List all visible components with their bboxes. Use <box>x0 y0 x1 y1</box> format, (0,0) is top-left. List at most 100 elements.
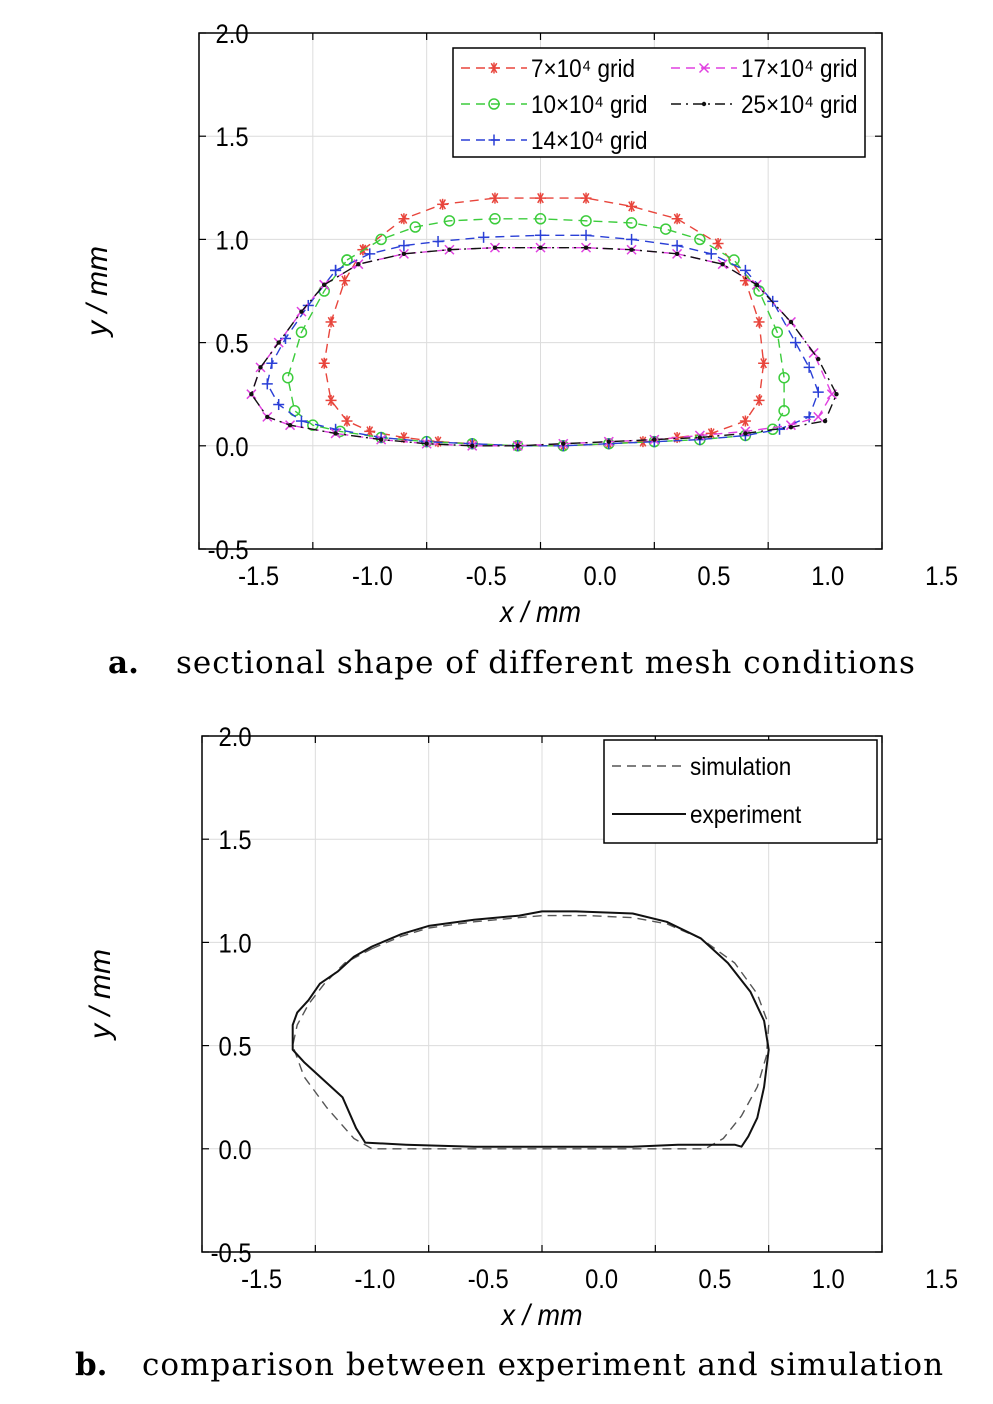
x-tick-label: -1.5 <box>241 1265 282 1295</box>
panel-a-x-tick-labels: -1.5 -1.0 -0.5 0.0 0.5 1.0 1.5 <box>238 562 958 592</box>
y-tick-label: 0.0 <box>216 432 249 462</box>
marker-stroke <box>813 411 824 422</box>
marker-circle <box>659 223 672 235</box>
marker-asterisk <box>318 357 330 369</box>
marker-asterisk <box>341 415 353 427</box>
marker-dot <box>822 418 828 424</box>
marker-plus <box>302 299 314 311</box>
panel-b-tick-marks <box>201 735 883 1253</box>
marker-asterisk <box>325 394 337 406</box>
marker-dot <box>378 437 384 442</box>
marker-dot <box>333 431 338 436</box>
marker-dot <box>424 441 429 446</box>
marker-plus <box>432 235 444 247</box>
y-tick-label: 1.0 <box>219 929 252 959</box>
y-tick-label: -0.5 <box>211 1239 252 1269</box>
marker-dot <box>606 439 611 444</box>
x-tick-label: 0.0 <box>585 1265 618 1295</box>
panel-a-tick-marks <box>198 32 883 550</box>
x-tick-label: -0.5 <box>466 562 507 592</box>
marker-asterisk <box>712 238 724 250</box>
marker-cross <box>813 411 824 422</box>
marker-plus <box>803 361 815 373</box>
series-line-2 <box>291 910 770 1148</box>
marker-dot <box>265 414 270 420</box>
panel-b-y-tick-labels: -0.5 0.0 0.5 1.0 1.5 2.0 <box>211 723 252 1269</box>
panel-a: -1.5 -1.0 -0.5 0.0 0.5 1.0 1.5 -0.5 0.0 … <box>81 20 958 630</box>
x-tick-label: 1.0 <box>812 1265 845 1295</box>
marker-dot <box>276 340 281 345</box>
marker-dot <box>788 425 794 430</box>
marker-dot <box>401 251 407 257</box>
marker-plus <box>478 231 490 243</box>
marker-dot <box>258 365 263 370</box>
x-tick-label: 1.5 <box>925 562 958 592</box>
panel-b-x-axis-label: x / mm <box>500 1299 583 1333</box>
legend-entry-label: 7×10⁴ grid <box>531 55 635 83</box>
panel-b-legend: simulation experiment <box>603 739 878 844</box>
marker-asterisk <box>398 213 410 225</box>
marker-dot <box>652 437 657 442</box>
marker-dot <box>356 261 361 267</box>
caption-a-letter: a. <box>108 645 139 681</box>
marker-plus <box>295 415 307 427</box>
panel-a-series <box>246 192 839 452</box>
legend-entry-label: 25×10⁴ grid <box>741 91 858 119</box>
marker-circle <box>625 217 638 229</box>
panel-a-y-tick-labels: -0.5 0.0 0.5 1.0 1.5 2.0 <box>208 20 249 566</box>
marker-plus <box>626 233 638 245</box>
x-tick-label: -1.0 <box>354 1265 395 1295</box>
marker-dot <box>470 443 475 448</box>
x-tick-label: 0.5 <box>697 562 730 592</box>
marker-asterisk <box>437 198 449 210</box>
marker-cross <box>698 62 710 74</box>
marker-dot <box>674 251 680 257</box>
marker-circle <box>778 404 790 417</box>
marker-stroke <box>698 62 710 74</box>
marker-plus <box>261 378 273 390</box>
series-line-5 <box>250 246 838 447</box>
marker-circle <box>489 213 501 225</box>
marker-plus <box>580 229 592 241</box>
series-markers-5 <box>249 245 839 448</box>
series-line-2 <box>287 218 785 447</box>
series-line-1 <box>292 914 770 1150</box>
marker-plus <box>398 240 410 252</box>
marker-plus <box>705 248 717 260</box>
x-tick-label: -1.5 <box>238 562 279 592</box>
caption-a-text: sectional shape of different mesh condit… <box>176 645 916 681</box>
marker-dot <box>697 435 703 440</box>
legend-entry-label: 10×10⁴ grid <box>531 91 648 119</box>
panel-a-x-axis-label: x / mm <box>498 596 581 630</box>
marker-dot <box>629 247 634 252</box>
marker-plus <box>535 229 546 241</box>
legend-entry-label: 17×10⁴ grid <box>741 55 858 83</box>
marker-dot <box>816 356 821 362</box>
marker-asterisk <box>339 275 351 287</box>
x-tick-label: -1.0 <box>352 562 393 592</box>
marker-circle <box>534 213 547 225</box>
marker-circle <box>580 215 592 227</box>
marker-plus <box>364 248 376 260</box>
marker-dot <box>322 282 327 288</box>
marker-dot <box>447 247 452 252</box>
y-tick-label: 1.0 <box>216 226 249 256</box>
marker-plus <box>488 134 500 146</box>
panel-b-series <box>291 910 770 1150</box>
marker-asterisk <box>758 357 770 369</box>
marker-asterisk <box>753 394 765 406</box>
marker-dot <box>561 441 566 446</box>
panel-b-y-axis-label: y / mm <box>84 949 117 1041</box>
panel-b-legend-box <box>603 739 878 844</box>
legend-entry-label: simulation <box>690 753 791 781</box>
marker-circle <box>488 98 500 110</box>
marker-dot <box>299 309 304 314</box>
panel-a-legend: 7×10⁴ grid 10×10⁴ grid 14×10⁴ grid 17×10… <box>452 47 866 158</box>
x-tick-label: 0.5 <box>698 1265 731 1295</box>
y-tick-label: -0.5 <box>208 536 249 566</box>
marker-circle <box>778 371 790 384</box>
panel-b-x-tick-labels: -1.5 -1.0 -0.5 0.0 0.5 1.0 1.5 <box>241 1265 958 1295</box>
marker-dot <box>287 422 293 428</box>
marker-asterisk <box>489 192 501 204</box>
y-tick-label: 2.0 <box>219 723 252 753</box>
